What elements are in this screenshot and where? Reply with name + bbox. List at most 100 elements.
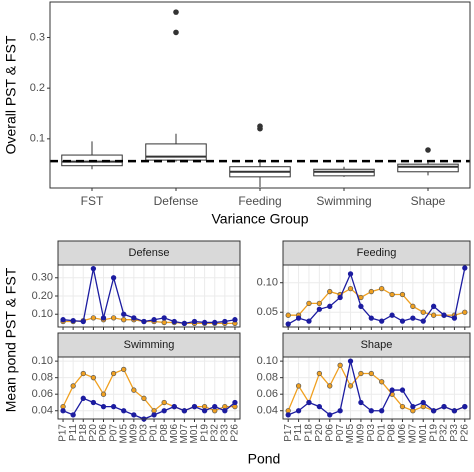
point: [181, 408, 188, 414]
point: [212, 403, 218, 410]
point: [191, 318, 198, 325]
panel: [283, 265, 470, 327]
point: [420, 309, 426, 315]
x-tick-label: Feeding: [238, 194, 281, 208]
point: [316, 403, 323, 410]
y-tick-label: 0.3: [30, 31, 45, 43]
x-tick-label: P20: [314, 424, 325, 442]
x-tick-label: P11: [68, 424, 79, 441]
point: [337, 408, 343, 414]
point: [399, 403, 406, 410]
point: [430, 303, 437, 309]
y-tick-label: 0.05: [257, 306, 278, 318]
x-tick-label: M05: [345, 424, 356, 444]
x-tick-label: P17: [283, 424, 294, 442]
y-tick-label: 0.08: [257, 372, 278, 384]
point: [462, 309, 468, 315]
point: [327, 288, 333, 295]
point: [181, 320, 188, 327]
point: [379, 318, 385, 324]
point: [100, 403, 107, 410]
box: [397, 163, 459, 173]
point: [141, 395, 147, 401]
point: [306, 300, 312, 307]
y-tick-label: 0.06: [32, 388, 53, 400]
point: [399, 387, 406, 393]
y-tick-label: 0.10: [257, 277, 278, 289]
point: [80, 318, 86, 325]
point: [161, 315, 167, 321]
box: [145, 143, 207, 161]
strip: [57, 332, 241, 358]
panel-title: Swimming: [124, 339, 175, 351]
x-tick-label: Shape: [411, 194, 446, 208]
x-tick-label: P18: [304, 424, 315, 442]
x-tick-label: P19: [428, 424, 439, 442]
y-tick-label: 0.10: [32, 355, 53, 367]
point: [121, 317, 127, 323]
point: [347, 383, 354, 389]
point: [420, 399, 426, 406]
x-tick-label: P06: [98, 424, 109, 442]
x-tick-label: P19: [199, 424, 210, 442]
point: [410, 315, 416, 321]
point: [232, 399, 238, 406]
point: [222, 408, 228, 414]
panel-title: Feeding: [357, 247, 397, 259]
point: [110, 315, 117, 321]
x-tick-label: P07: [108, 424, 119, 442]
point: [121, 408, 127, 414]
point: [441, 312, 447, 318]
point: [285, 321, 291, 327]
x-tick-label: P03: [366, 424, 377, 442]
x-tick-label: P11: [293, 424, 304, 441]
x-tick-label: M07: [408, 424, 419, 444]
point: [151, 412, 157, 418]
y-tick-label: 0.04: [32, 405, 53, 417]
point: [410, 403, 416, 410]
panel-border: [282, 264, 471, 328]
point: [141, 318, 147, 325]
strip: [282, 332, 471, 358]
point: [60, 317, 66, 323]
point: [430, 408, 437, 414]
x-tick-label: M01: [189, 424, 200, 444]
panel-border: [49, 1, 471, 189]
point: [306, 399, 312, 406]
point: [171, 318, 177, 325]
point: [70, 317, 76, 324]
y-tick-label: 0.06: [257, 388, 278, 400]
panel-border: [57, 356, 241, 420]
point: [285, 412, 291, 418]
point: [379, 379, 385, 385]
x-tick-label: P08: [159, 424, 170, 442]
x-tick-label: Defense: [154, 194, 199, 208]
point: [80, 395, 86, 401]
x-tick-label: P32: [209, 424, 220, 442]
y-tick-label: 0.30: [32, 272, 53, 284]
point: [191, 403, 198, 410]
point: [399, 291, 406, 298]
x-tick-label: P06: [324, 424, 335, 442]
x-tick-label: P01: [376, 424, 387, 442]
x-tick-label: P18: [78, 424, 89, 442]
x-tick-label: P33: [449, 424, 460, 442]
x-tick-label: P32: [439, 424, 450, 442]
point: [347, 285, 354, 292]
panel-border: [282, 356, 471, 420]
point: [368, 370, 374, 377]
point: [131, 387, 137, 393]
point: [80, 370, 86, 377]
panel: [283, 357, 470, 419]
point: [410, 303, 416, 309]
point: [232, 317, 238, 323]
x-tick-label: P03: [139, 424, 150, 442]
point: [151, 317, 157, 323]
y-tick-label: 0.08: [32, 372, 53, 384]
x-tick-label: P20: [88, 424, 99, 442]
point: [389, 387, 395, 393]
point: [337, 362, 343, 368]
point: [70, 412, 76, 418]
y-tick-label: 0.2: [30, 82, 45, 94]
